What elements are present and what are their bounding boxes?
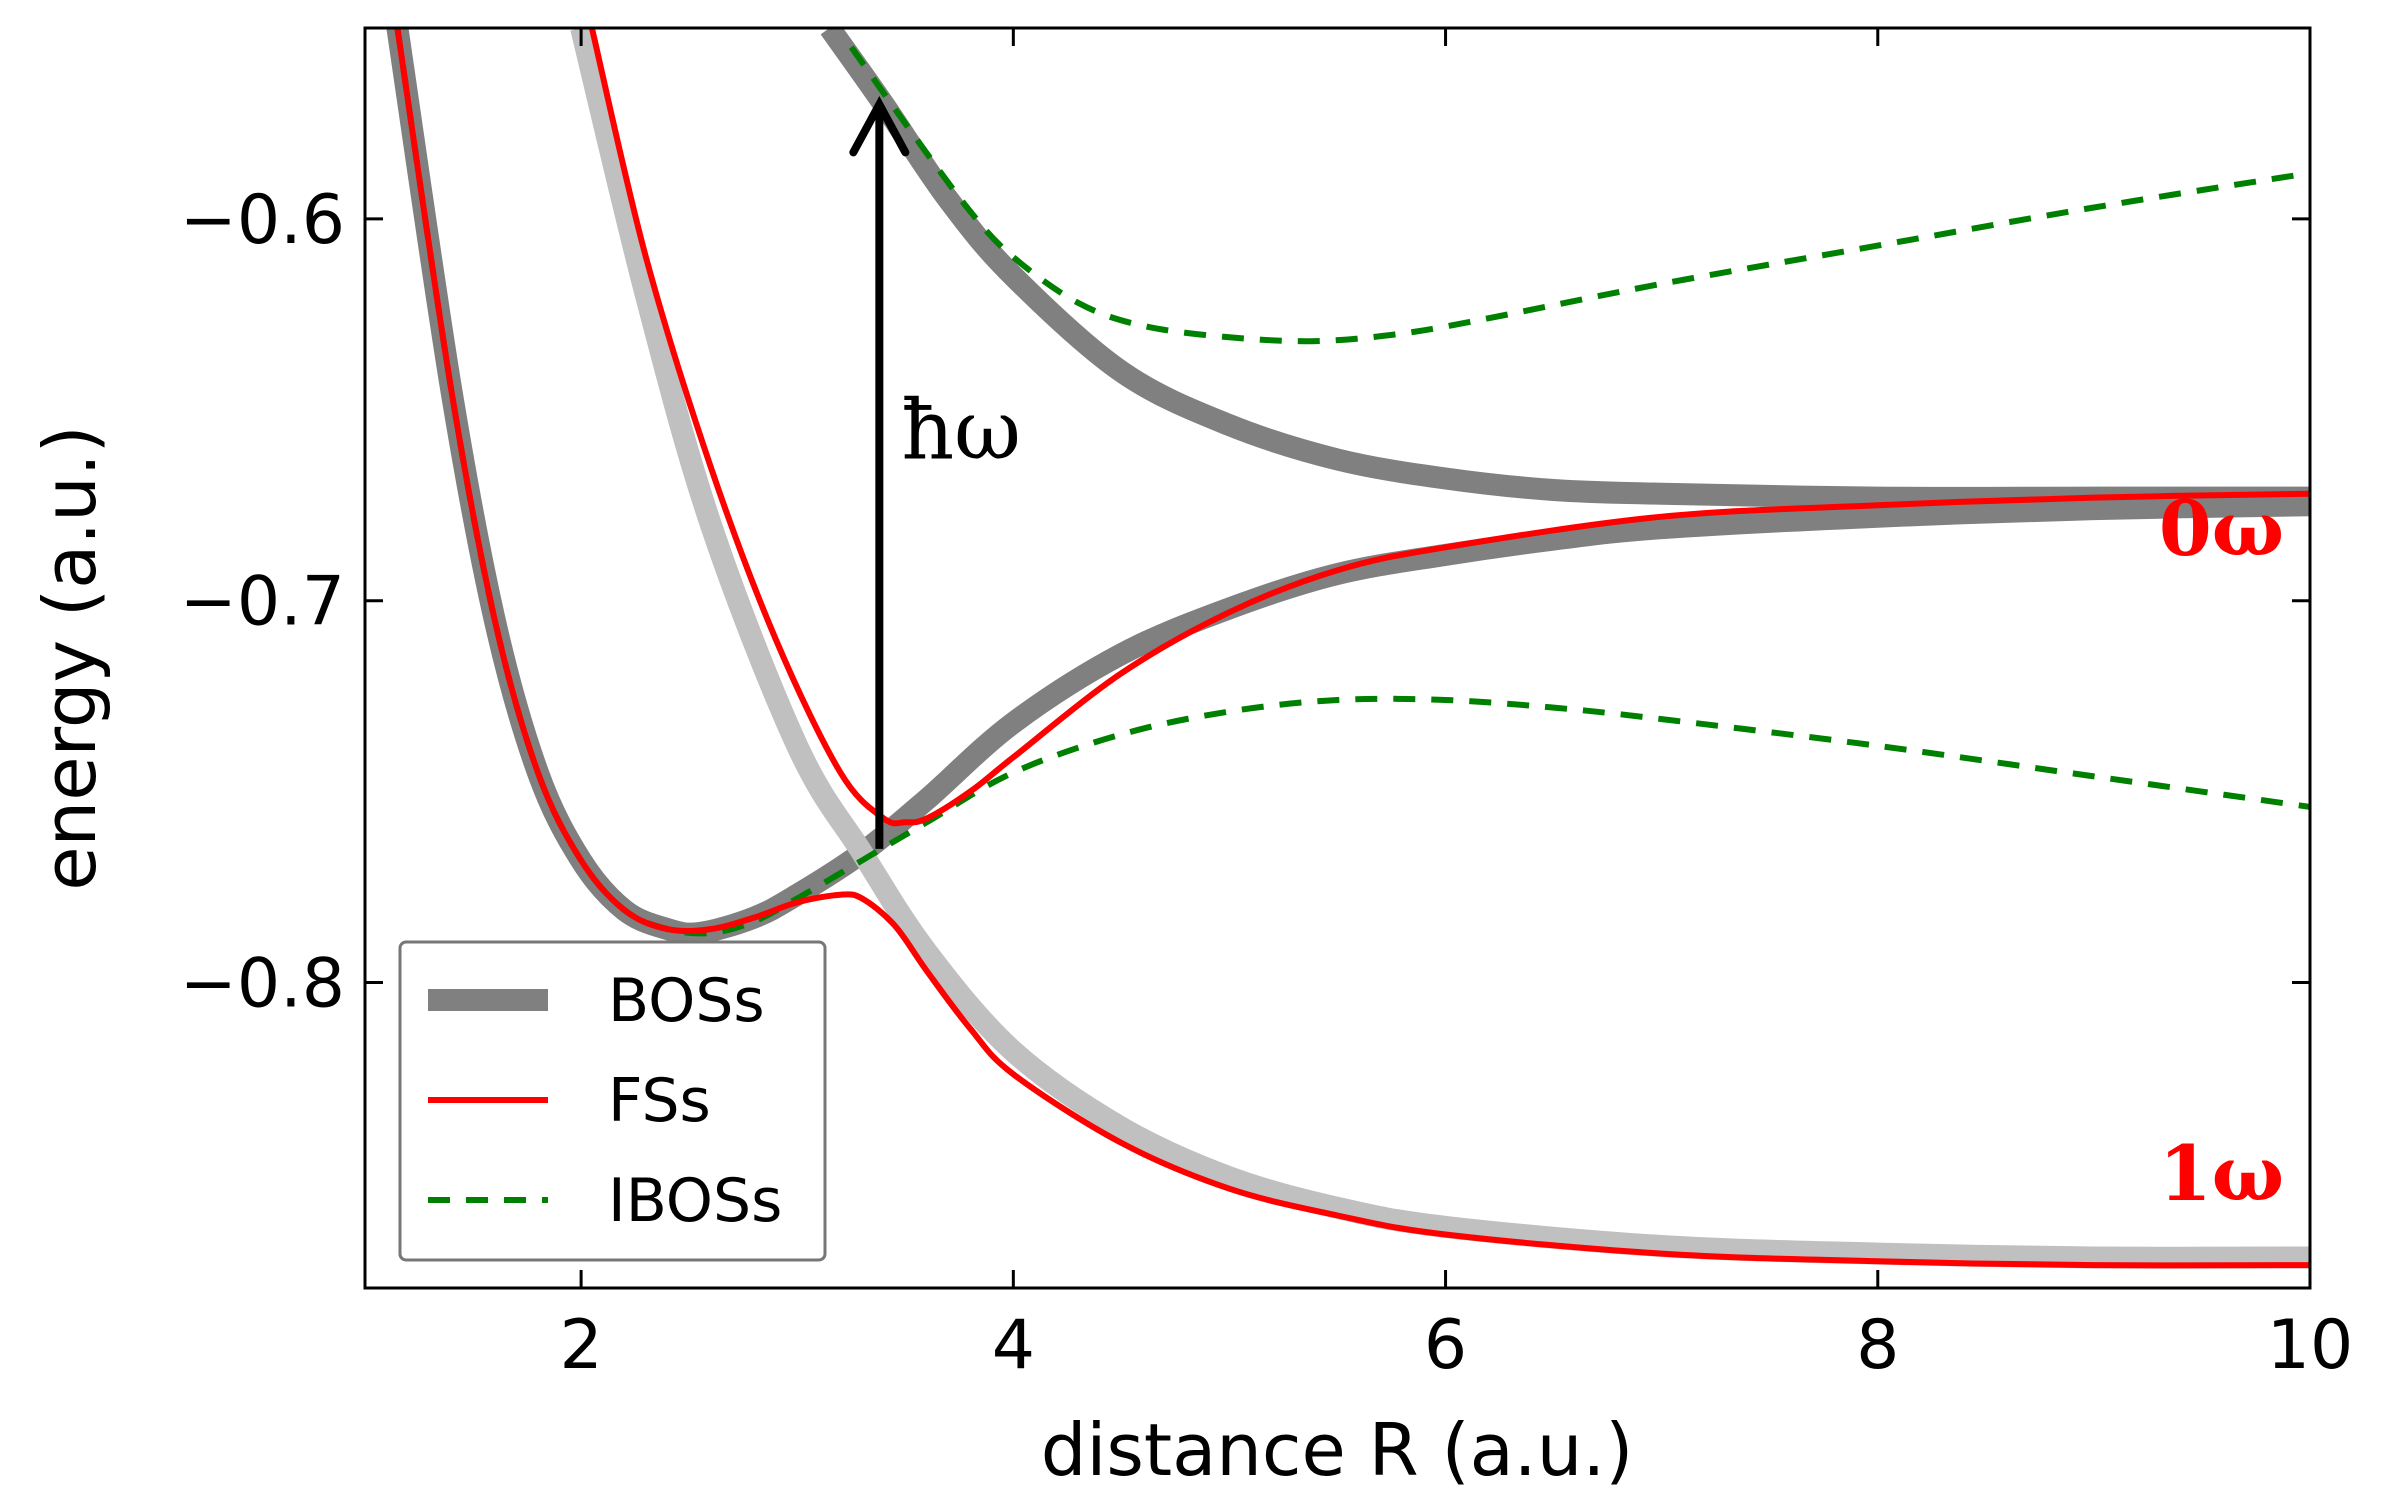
state-label-1omega: 1ω [2159, 1129, 2284, 1218]
legend-label-iboss: IBOSs [608, 1166, 782, 1236]
x-axis-title: distance R (a.u.) [1041, 1408, 1634, 1492]
legend-box [398, 940, 827, 1262]
photon-arrow-head [849, 95, 910, 157]
series-fs-upper [588, 28, 2310, 827]
plot-frame [363, 26, 2312, 1290]
state-label-0omega: 0ω [2159, 484, 2284, 573]
series-fs-lower [394, 28, 2310, 1269]
x-tick-label: 2 [559, 1306, 602, 1385]
legend-label-boss: BOSs [608, 966, 765, 1036]
x-tick-label: 10 [2267, 1306, 2354, 1385]
y-axis-title: energy (a.u.) [28, 425, 112, 890]
x-tick-label: 6 [1424, 1306, 1467, 1385]
annotations-layer: ħω 0ω 1ω [849, 95, 2284, 1218]
y-tick-label: −0.8 [180, 945, 345, 1024]
y-tick-label: −0.7 [180, 563, 345, 642]
x-tick-label: 4 [992, 1306, 1035, 1385]
plot-curves [386, 28, 2310, 1269]
legend-label-fss: FSs [608, 1066, 711, 1136]
series-bos-excited [820, 28, 2310, 509]
series-ibos-upper [848, 45, 2310, 345]
x-tick-label: 8 [1856, 1306, 1899, 1385]
y-tick-label: −0.6 [180, 181, 345, 260]
legend: BOSs FSs IBOSs [398, 940, 827, 1262]
axis-ticks: 2 4 6 8 10 −0.8 −0.7 −0.6 [180, 28, 2353, 1385]
series-bos-dressed-1 [570, 28, 2310, 1269]
photon-energy-label: ħω [901, 384, 1021, 479]
series-ibos-lower [394, 28, 2310, 937]
